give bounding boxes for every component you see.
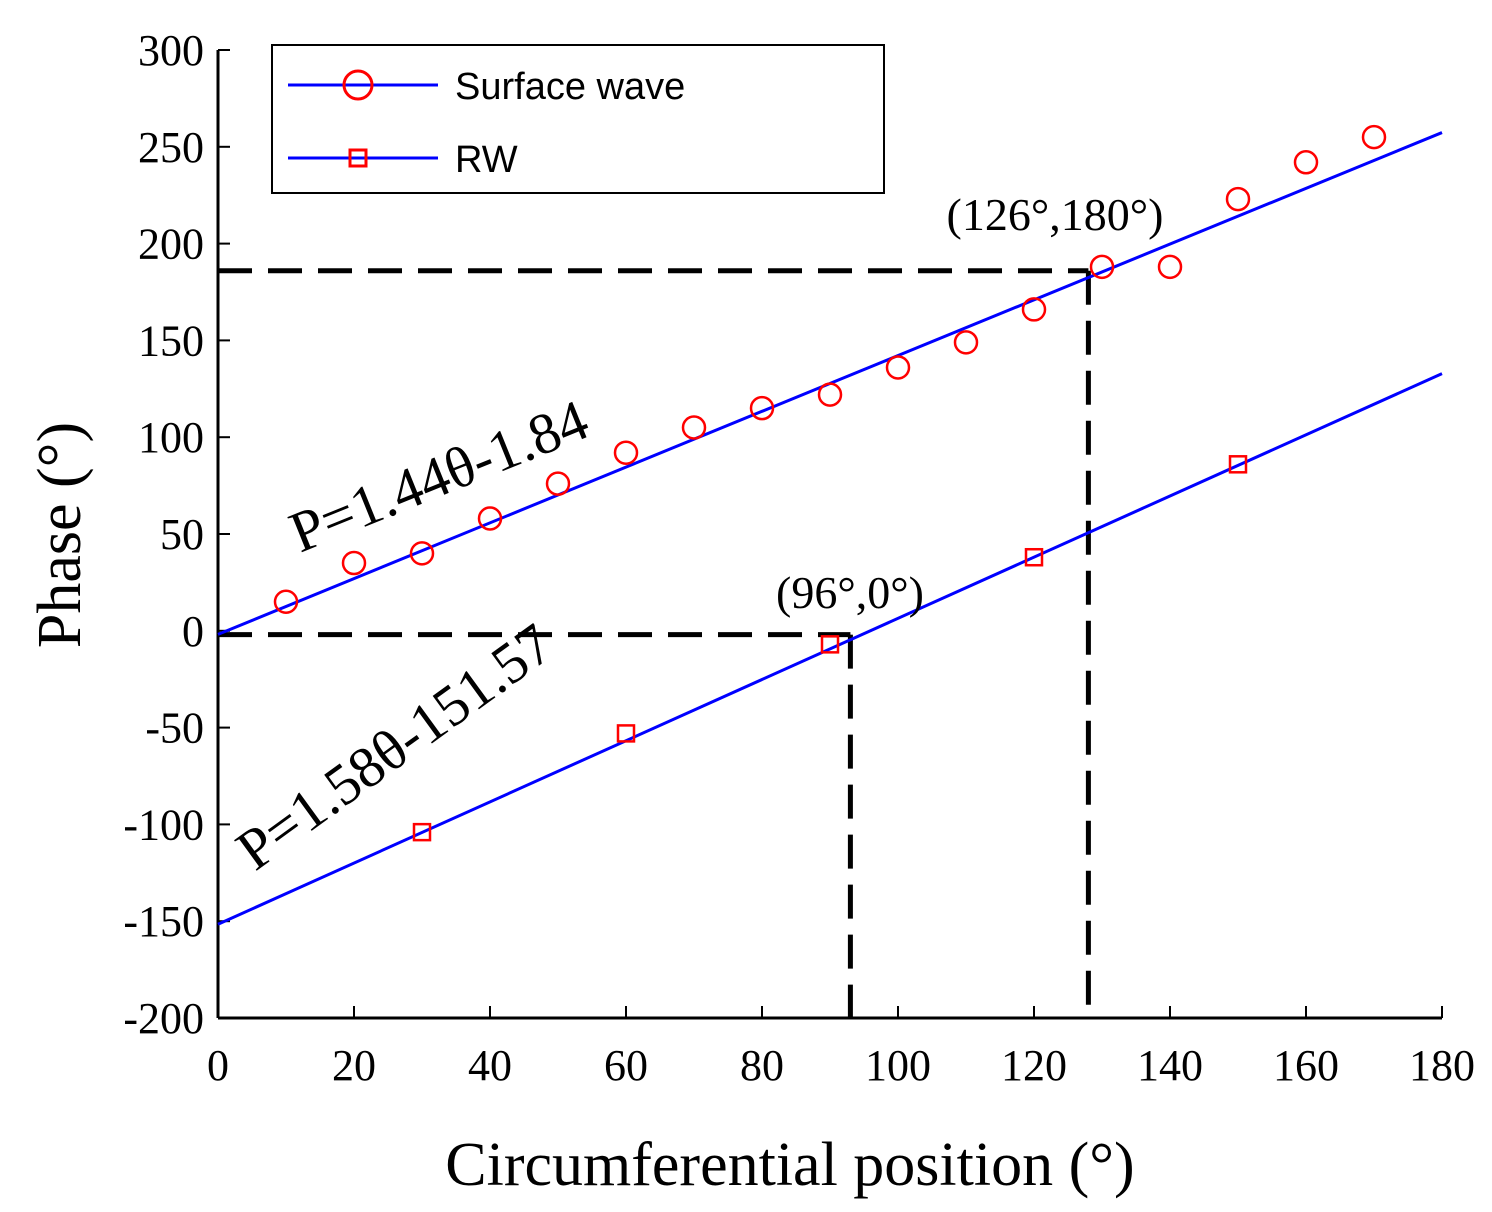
legend-label-surface-wave: Surface wave	[455, 66, 685, 108]
rw-point	[820, 635, 840, 654]
y-tick-label: 0	[182, 607, 204, 656]
y-axis-title: Phase (°)	[26, 422, 94, 648]
surface-wave-point	[545, 471, 571, 496]
annotation-126-180: (126°,180°)	[947, 189, 1164, 240]
axes	[216, 49, 1443, 1020]
reference-lines	[218, 268, 1091, 1018]
y-tick-label: 200	[138, 220, 204, 269]
y-tick-label: 300	[138, 26, 204, 75]
rw-point	[412, 822, 432, 842]
y-tick-label: -200	[123, 994, 204, 1043]
surface-wave-point	[613, 440, 639, 465]
y-tick-label: -100	[123, 800, 204, 849]
y-tick-label: -50	[145, 704, 204, 753]
surface-wave-point	[1089, 254, 1115, 280]
rw-point	[616, 724, 636, 743]
surface-wave-point	[477, 506, 503, 531]
legend: Surface wave RW	[271, 44, 885, 194]
y-tick-label: 50	[160, 510, 204, 559]
surface-wave-point	[273, 589, 299, 615]
x-tick-label: 120	[1001, 1041, 1067, 1090]
y-tick-label: 150	[138, 316, 204, 365]
x-tick-label: 160	[1273, 1041, 1339, 1090]
fit-line-rw	[217, 372, 1443, 926]
legend-label-rw: RW	[455, 139, 518, 181]
x-tick-label: 100	[865, 1041, 931, 1090]
data-markers	[273, 124, 1387, 842]
legend-marker-rw	[348, 148, 368, 168]
surface-wave-point	[1293, 150, 1319, 175]
x-tick-label: 20	[332, 1041, 376, 1090]
x-tick-label: 140	[1137, 1041, 1203, 1090]
rw-point	[1228, 455, 1248, 474]
legend-box	[271, 44, 885, 194]
y-tick-label: 100	[138, 413, 204, 462]
x-tick-label: 80	[740, 1041, 784, 1090]
x-axis-title: Circumferential position (°)	[445, 1131, 1134, 1199]
fit-lines	[217, 131, 1443, 926]
tick-labels: 0 20 40 60 80 100 120 140 160 180 -200 -150 -100 -50 0…	[123, 26, 1475, 1090]
surface-wave-point	[1361, 124, 1387, 150]
surface-wave-point	[681, 415, 707, 440]
x-tick-label: 0	[207, 1041, 229, 1090]
annotation-96-0: (96°,0°)	[776, 567, 924, 618]
x-tick-label: 60	[604, 1041, 648, 1090]
y-tick-label: -150	[123, 897, 204, 946]
x-tick-label: 180	[1409, 1041, 1475, 1090]
y-tick-label: 250	[138, 123, 204, 172]
surface-wave-point	[817, 382, 843, 407]
equation-rw: P=1.58θ-151.57	[224, 611, 564, 883]
surface-wave-point	[749, 395, 775, 421]
surface-wave-point	[1225, 186, 1251, 212]
surface-wave-point	[953, 330, 979, 355]
surface-wave-point	[341, 550, 367, 576]
legend-marker-surface-wave	[342, 69, 374, 101]
surface-wave-point	[409, 541, 435, 566]
surface-wave-point	[1157, 254, 1183, 280]
rw-point	[1024, 547, 1044, 567]
surface-wave-point	[1021, 297, 1047, 322]
surface-wave-point	[885, 355, 911, 380]
x-tick-label: 40	[468, 1041, 512, 1090]
